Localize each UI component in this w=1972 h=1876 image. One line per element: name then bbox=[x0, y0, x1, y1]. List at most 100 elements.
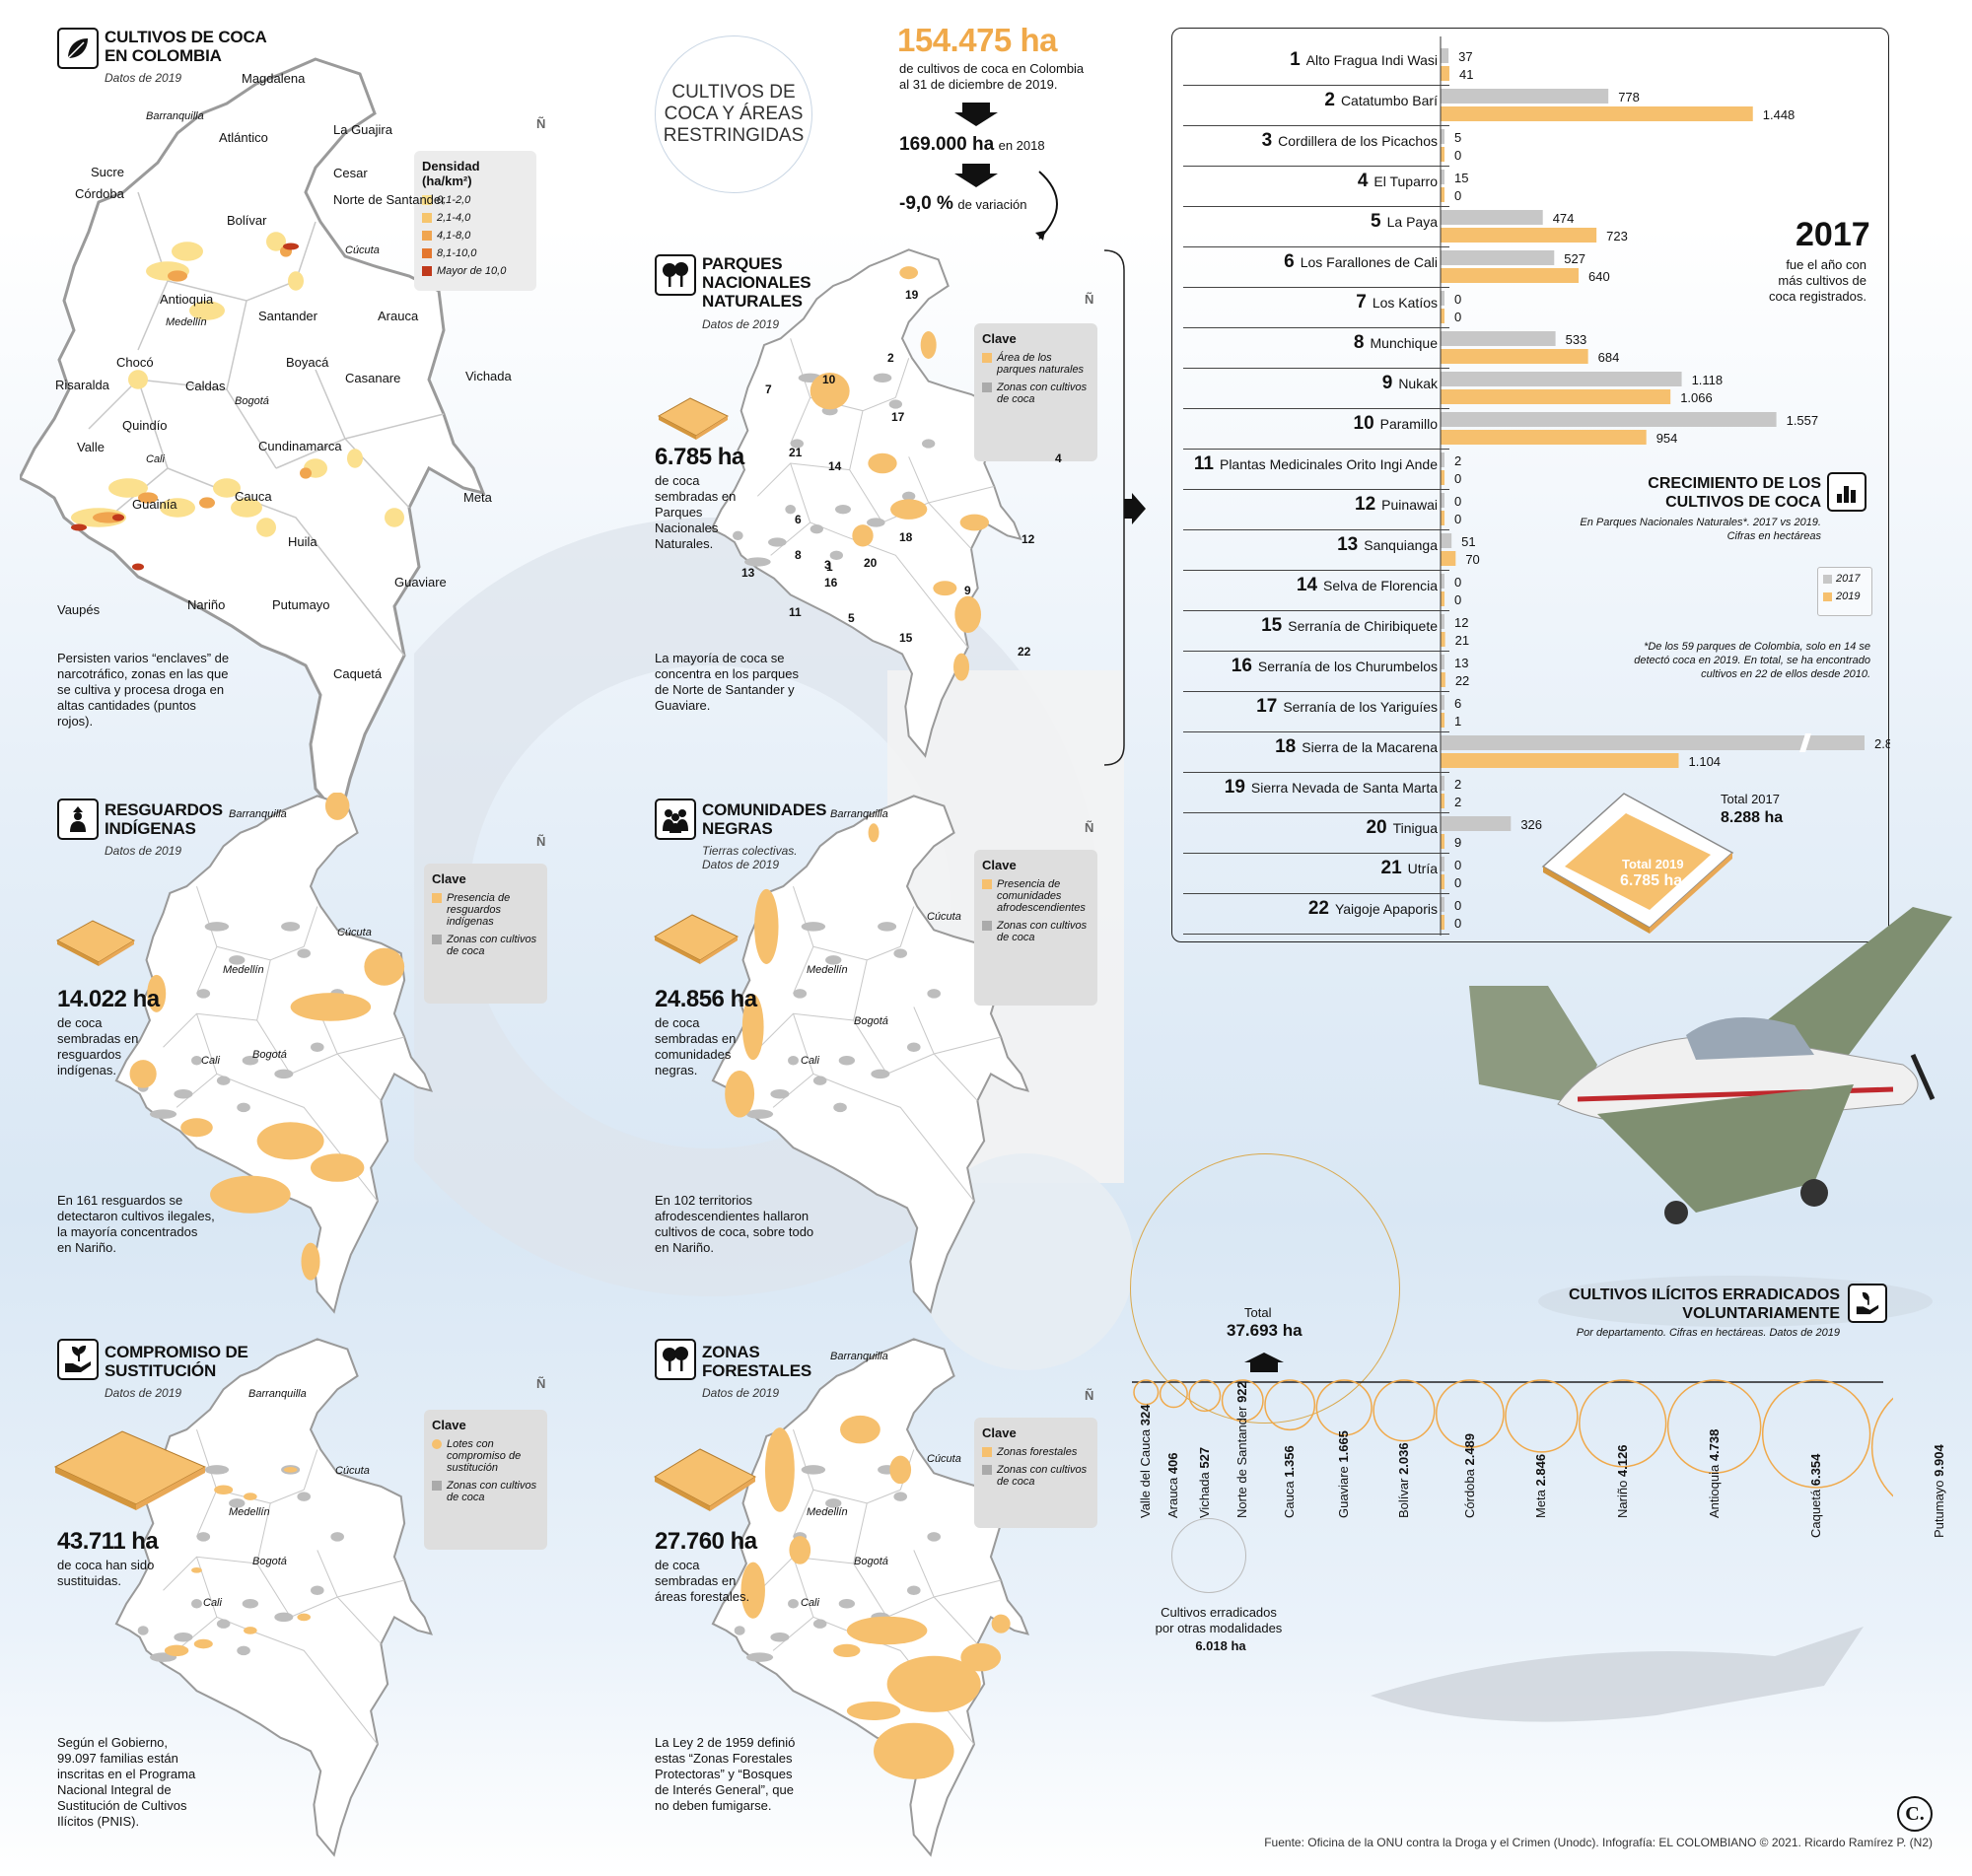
city-label-medellin: Medellín bbox=[807, 964, 848, 976]
park-row: 5 La Paya bbox=[1183, 207, 1449, 247]
resguardos-ha: 14.022 ha bbox=[57, 986, 160, 1012]
comunidades-key: Clave Presencia de comunidades afrodesce… bbox=[974, 850, 1097, 1006]
park-index: 13 bbox=[1337, 534, 1359, 555]
compromiso-ha-desc: de coca han sido sustituidas. bbox=[57, 1558, 155, 1588]
legend-2019: 2019 bbox=[1823, 591, 1866, 602]
park-index: 15 bbox=[1261, 615, 1283, 636]
dept-name: Meta bbox=[1533, 1486, 1549, 1518]
bar-value: 12 bbox=[1454, 615, 1468, 630]
bar-value: 37 bbox=[1458, 49, 1472, 64]
resguardos-date: Datos de 2019 bbox=[105, 844, 182, 858]
dept-circle bbox=[1133, 1379, 1160, 1406]
park-number-11: 11 bbox=[789, 605, 802, 619]
city-label-barranquilla: Barranquilla bbox=[830, 1351, 888, 1362]
city-label-bogota: Bogotá bbox=[854, 1556, 888, 1567]
north-indicator: Ñ bbox=[536, 834, 546, 849]
hero-variation-value: -9,0 % bbox=[899, 193, 953, 214]
bar-2017 bbox=[1441, 412, 1777, 427]
legend-2017: 2017 bbox=[1823, 573, 1866, 585]
park-index: 21 bbox=[1380, 858, 1402, 878]
bar-2019 bbox=[1441, 349, 1588, 364]
down-arrow-icon bbox=[954, 164, 998, 187]
bar-2017 bbox=[1441, 574, 1444, 589]
compromiso-date: Datos de 2019 bbox=[105, 1386, 182, 1400]
coca-map-date: Datos de 2019 bbox=[105, 71, 182, 85]
park-name: 21 Utría bbox=[1381, 858, 1438, 879]
park-name: 1 Alto Fragua Indi Wasi bbox=[1290, 49, 1438, 71]
legend-label: Mayor de 10,0 bbox=[437, 265, 507, 277]
park-name: 6 Los Farallones de Cali bbox=[1284, 251, 1438, 273]
city-label-medellin: Medellín bbox=[229, 1506, 270, 1518]
erradicados-other: 6.018 ha bbox=[1195, 1638, 1246, 1653]
park-label: Tinigua bbox=[1392, 820, 1438, 836]
dept-name: Bolívar bbox=[1395, 1474, 1411, 1518]
hero-title: CULTIVOS DE COCA Y ÁREAS RESTRINGIDAS bbox=[663, 82, 805, 146]
legend-row: Mayor de 10,0 bbox=[422, 265, 528, 277]
forestales-title: ZONAS FORESTALES bbox=[702, 1343, 812, 1380]
hero-variation: -9,0 % de variación bbox=[899, 193, 1026, 215]
place-label: Boyacá bbox=[286, 355, 329, 370]
resguardos-text: En 161 resguardos se detectaron cultivos… bbox=[57, 1193, 215, 1255]
forestales-text: La Ley 2 de 1959 definió estas “Zonas Fo… bbox=[655, 1735, 796, 1813]
coca-density-legend: Densidad (ha/km²) 0,1-2,0 2,1-4,0 4,1-8,0 8… bbox=[414, 151, 536, 291]
city-label-medellin: Medellín bbox=[223, 964, 264, 976]
city-label-barranquilla: Barranquilla bbox=[248, 1388, 307, 1400]
bar-2019 bbox=[1441, 591, 1444, 606]
bar-2017 bbox=[1441, 129, 1444, 144]
city-label-cali: Cali bbox=[203, 1597, 222, 1609]
key-row-lotes: Lotes con compromiso de sustitución bbox=[432, 1438, 539, 1474]
dept-label: Cauca 1.356 bbox=[1282, 1445, 1297, 1518]
place-label: Cauca bbox=[235, 489, 272, 504]
park-name: 12 Puinawai bbox=[1355, 494, 1438, 516]
bar-value: 13 bbox=[1454, 656, 1468, 670]
park-index: 4 bbox=[1357, 171, 1369, 191]
curved-arrow-icon bbox=[1035, 171, 1058, 241]
key-row-forest: Zonas forestales bbox=[982, 1446, 1090, 1458]
park-index: 16 bbox=[1231, 656, 1252, 676]
park-name: 4 El Tuparro bbox=[1358, 171, 1438, 192]
bar-value: 22 bbox=[1455, 673, 1469, 688]
legend-label: 0,1-2,0 bbox=[437, 194, 471, 206]
bar-value: 1.557 bbox=[1787, 413, 1819, 428]
park-label: Munchique bbox=[1370, 335, 1439, 351]
place-label: Norte de Santander bbox=[333, 192, 446, 207]
compromiso-text: Según el Gobierno, 99.097 familias están… bbox=[57, 1735, 196, 1829]
park-index: 6 bbox=[1284, 251, 1295, 272]
place-label: Putumayo bbox=[272, 597, 330, 612]
dept-label: Guaviare 1.665 bbox=[1336, 1430, 1351, 1518]
place-label: Nariño bbox=[187, 597, 226, 612]
park-index: 5 bbox=[1371, 211, 1381, 232]
legend-label: 2,1-4,0 bbox=[437, 212, 471, 224]
key-label: Zonas con cultivos de coca bbox=[997, 382, 1088, 405]
legend-row: 8,1-10,0 bbox=[422, 247, 528, 259]
dept-circle bbox=[1315, 1379, 1373, 1436]
park-number-10: 10 bbox=[822, 373, 836, 386]
dept-value: 1.665 bbox=[1336, 1430, 1352, 1463]
park-label: Nukak bbox=[1398, 376, 1438, 391]
bar-2019 bbox=[1441, 430, 1647, 445]
bar-chart-icon bbox=[1827, 472, 1866, 512]
bar-value: 70 bbox=[1465, 552, 1479, 567]
bar-value: 1.104 bbox=[1689, 754, 1722, 769]
legend-label: 2017 bbox=[1836, 573, 1861, 585]
footer-logo: C. bbox=[1897, 1796, 1933, 1832]
bar-2019 bbox=[1441, 874, 1444, 889]
park-row: 2 Catatumbo Barí bbox=[1183, 86, 1449, 126]
resguardos-title: RESGUARDOS INDÍGENAS bbox=[105, 800, 223, 838]
comunidades-date: Tierras colectivas. Datos de 2019 bbox=[702, 844, 798, 871]
bar-2019 bbox=[1441, 632, 1445, 647]
dept-value: 406 bbox=[1165, 1452, 1181, 1475]
area-tile-icon bbox=[53, 1430, 207, 1510]
legend-swatch bbox=[422, 248, 432, 258]
key-row-presence: Presencia de resguardos indígenas bbox=[432, 892, 539, 928]
park-number-5: 5 bbox=[848, 611, 855, 625]
parques-text: La mayoría de coca se concentra en los p… bbox=[655, 651, 799, 713]
bar-2019 bbox=[1441, 672, 1445, 687]
bar-2019 bbox=[1441, 66, 1449, 81]
legend-title: Densidad (ha/km²) bbox=[422, 159, 480, 188]
dept-name: Vichada bbox=[1196, 1468, 1212, 1518]
park-row: 13 Sanquianga bbox=[1183, 530, 1449, 571]
key-label: Presencia de resguardos indígenas bbox=[447, 892, 511, 928]
bar-2017 bbox=[1441, 170, 1444, 184]
